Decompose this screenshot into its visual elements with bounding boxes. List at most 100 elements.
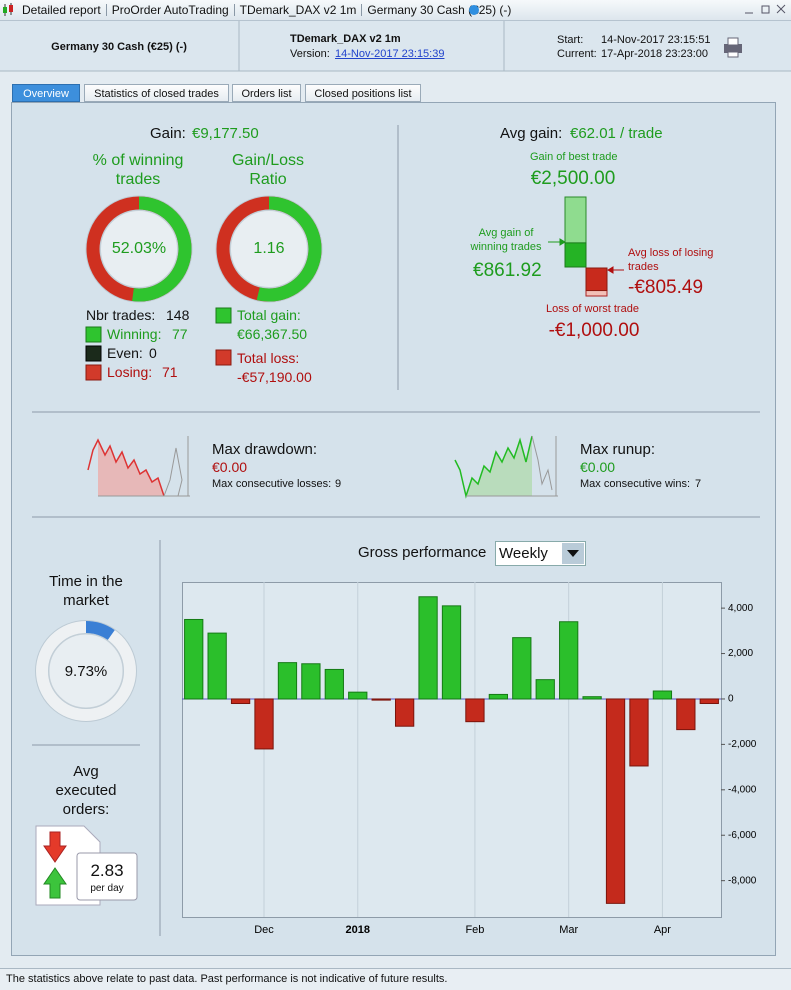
bar <box>230 698 251 705</box>
version-label: Version: <box>290 48 330 60</box>
footer-note: The statistics above relate to past data… <box>0 968 791 990</box>
runup-value: €0.00 <box>580 459 616 475</box>
instrument: Germany 30 Cash (€25) (-) <box>51 41 187 53</box>
bar <box>254 698 274 750</box>
bar <box>512 637 532 700</box>
start-value: 14-Nov-2017 23:15:51 <box>601 34 711 46</box>
pointer-arrow <box>548 238 566 246</box>
title-item[interactable]: TDemark_DAX v2 1m <box>233 4 362 16</box>
bar <box>394 698 415 727</box>
x-tick-label: Feb <box>465 924 484 936</box>
total-gain: €66,367.50 <box>237 326 308 342</box>
donut-arc <box>86 196 192 302</box>
donut-center <box>230 210 308 288</box>
winning-label: Winning: <box>107 326 162 342</box>
info-icon[interactable] <box>469 5 479 15</box>
worst-label: Loss of worst trade <box>546 303 639 315</box>
bar <box>488 693 509 700</box>
time-value: 9.73% <box>64 663 108 680</box>
winning-value: 52.03% <box>111 240 167 257</box>
total-loss-label: Total loss: <box>237 350 300 366</box>
avg-win-bar <box>564 242 587 268</box>
tab[interactable]: Statistics of closed trades <box>84 84 229 102</box>
ratio-value: 1.16 <box>253 240 285 257</box>
gain-value: €9,177.50 <box>192 125 259 142</box>
tab[interactable]: Closed positions list <box>305 84 421 102</box>
current-label: Current: <box>557 48 597 60</box>
bar <box>207 632 227 700</box>
bar <box>535 679 555 700</box>
avg-loss-bar <box>585 267 608 292</box>
winning-title: % of winning trades <box>92 152 184 188</box>
drawdown-label: Max drawdown: <box>212 441 318 458</box>
x-tick-label: Dec <box>254 924 274 936</box>
consec-losses: 9 <box>335 478 342 490</box>
title-item[interactable]: Detailed report <box>22 3 101 17</box>
bar <box>324 668 344 700</box>
drawdown-value: €0.00 <box>212 459 248 475</box>
legend-swatch <box>215 349 232 366</box>
bar <box>441 605 462 700</box>
avg-win-value: €861.92 <box>473 260 542 281</box>
ratio-title: Gain/Loss Ratio <box>231 152 305 188</box>
orders-icon <box>35 825 138 906</box>
legend-swatch <box>85 326 102 343</box>
avg-win-label: Avg gain of winning trades <box>470 227 542 253</box>
donut-arc <box>216 196 322 302</box>
avg-loss-label: Avg loss of losing trades <box>628 247 714 273</box>
legend-swatch <box>85 364 102 381</box>
legend-swatch <box>215 307 232 324</box>
donut-center <box>48 633 124 709</box>
start-label: Start: <box>557 34 584 46</box>
bar <box>699 698 719 705</box>
current-value: 17-Apr-2018 23:23:00 <box>601 48 709 60</box>
version-link[interactable]: 14-Nov-2017 23:15:39 <box>335 48 445 60</box>
pointer-arrow <box>607 266 624 274</box>
legend-swatch <box>85 345 102 362</box>
tab[interactable]: Overview <box>12 84 80 102</box>
bar <box>418 596 438 700</box>
y-tick-label: -6,000 <box>728 830 757 841</box>
orders-value: 2.83 <box>90 861 124 880</box>
y-tick-label: 2,000 <box>728 648 753 659</box>
printer-icon[interactable] <box>724 37 742 58</box>
window-buttons[interactable] <box>745 4 786 14</box>
drawdown-icon <box>87 436 190 497</box>
donut-arc <box>36 621 136 721</box>
bar <box>676 698 696 731</box>
bar <box>605 698 626 904</box>
y-tick-label: -8,000 <box>728 875 757 886</box>
period-dropdown[interactable] <box>495 541 586 566</box>
losing-count: 71 <box>162 364 178 380</box>
avg-loss-value: -€805.49 <box>628 277 704 298</box>
bar <box>184 618 204 700</box>
best-label: Gain of best trade <box>530 151 618 163</box>
title-bar: Detailed report ProOrder AutoTrading TDe… <box>0 0 791 21</box>
system-name: TDemark_DAX v2 1m <box>290 33 401 45</box>
title-item[interactable]: ProOrder AutoTrading <box>105 4 234 16</box>
x-tick-label: Mar <box>559 924 578 936</box>
time-title: Time in the market <box>49 573 123 609</box>
runup-label: Max runup: <box>580 441 656 458</box>
total-loss: -€57,190.00 <box>237 369 312 385</box>
bar <box>559 621 579 700</box>
tab[interactable]: Orders list <box>232 84 301 102</box>
avg-value: €62.01 / trade <box>570 125 663 142</box>
x-tick-label: Apr <box>654 924 671 936</box>
chart-title: Gross performance <box>358 544 487 561</box>
y-tick-label: -4,000 <box>728 784 757 795</box>
orders-title: Avg executed orders: <box>55 763 117 818</box>
total-gain-label: Total gain: <box>237 307 301 323</box>
runup-icon <box>454 435 558 499</box>
gain-label: Gain: <box>150 125 186 142</box>
period-value[interactable]: Weekly <box>499 545 548 562</box>
bar <box>652 690 673 700</box>
bar <box>348 691 368 700</box>
avg-label: Avg gain: <box>500 125 563 142</box>
y-tick-label: 4,000 <box>728 603 753 614</box>
nbr-label: Nbr trades: <box>86 307 156 323</box>
winning-count: 77 <box>172 326 188 342</box>
x-tick-label: 2018 <box>346 924 370 936</box>
